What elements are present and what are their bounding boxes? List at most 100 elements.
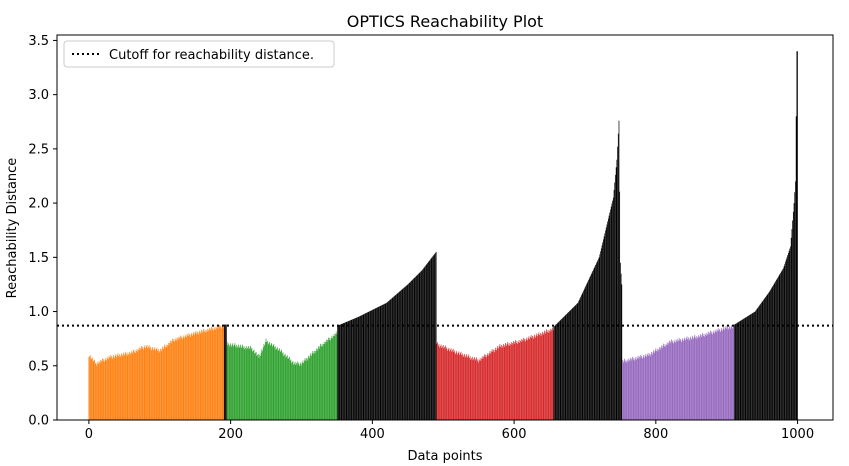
bar [694, 335, 696, 420]
bar [719, 329, 720, 420]
bar [369, 311, 370, 420]
bar [425, 264, 427, 420]
bar [634, 360, 635, 420]
bar [724, 327, 726, 420]
bar [639, 354, 641, 420]
bar [741, 320, 742, 420]
bar [408, 283, 410, 420]
bar [676, 338, 678, 420]
bar [500, 346, 501, 420]
bar [672, 340, 674, 420]
bar [389, 299, 391, 420]
bar [596, 261, 598, 420]
bar [758, 305, 760, 420]
bar [332, 338, 334, 420]
bar [330, 338, 332, 420]
bar [770, 288, 772, 420]
bar [123, 352, 124, 420]
bar [351, 319, 353, 420]
bar [110, 357, 112, 420]
bar [157, 349, 159, 420]
bar [166, 347, 168, 420]
bar [281, 349, 283, 420]
bar [128, 351, 130, 420]
bar [345, 322, 347, 420]
bar [508, 344, 509, 420]
bar [644, 355, 646, 420]
bar [685, 340, 686, 420]
bar [679, 340, 681, 420]
bar [659, 347, 660, 420]
bar [790, 237, 792, 420]
bar [778, 275, 780, 420]
bar [684, 337, 686, 420]
bar [675, 342, 677, 420]
bar [218, 326, 219, 420]
bar [263, 343, 265, 420]
bar [342, 323, 343, 420]
bar [512, 343, 514, 420]
bar [577, 302, 579, 420]
bar [335, 333, 336, 420]
bar [452, 350, 453, 420]
x-tick-label: 200 [218, 427, 243, 442]
bar [255, 352, 256, 420]
bar [488, 353, 490, 420]
bar [301, 362, 303, 420]
bar [462, 353, 463, 420]
bar [625, 359, 627, 420]
bar [727, 329, 729, 420]
bar [558, 321, 560, 420]
bar [384, 303, 385, 420]
bar [417, 274, 419, 420]
bar [210, 328, 212, 420]
bar [108, 359, 110, 420]
bar [243, 346, 245, 420]
bar [159, 351, 161, 420]
bar [484, 356, 486, 420]
bar [270, 344, 272, 420]
bar [93, 360, 95, 420]
bar [372, 309, 373, 420]
bar [622, 362, 624, 420]
bar [526, 337, 528, 420]
bar [720, 329, 722, 420]
bar [230, 346, 232, 420]
bar [527, 338, 529, 420]
bar [252, 350, 254, 420]
bar [418, 273, 420, 420]
bar [325, 341, 326, 420]
bar [111, 358, 113, 420]
bar [313, 353, 314, 420]
bar [435, 251, 437, 420]
bar [739, 321, 740, 420]
bar [238, 344, 239, 420]
bar [386, 302, 387, 420]
bar [734, 324, 735, 420]
bar [424, 266, 426, 420]
bar [609, 212, 611, 420]
bar [230, 343, 231, 420]
bar [276, 348, 278, 420]
bar [503, 344, 504, 420]
bar [603, 236, 605, 420]
bar [396, 294, 397, 420]
bar [619, 191, 621, 420]
bar [225, 324, 227, 420]
bar [664, 344, 666, 420]
bar [383, 304, 385, 420]
bar [185, 334, 187, 420]
bar [688, 340, 690, 420]
bar [673, 341, 675, 420]
bar [447, 349, 449, 420]
bar [747, 316, 749, 420]
bar [350, 320, 351, 420]
bar [209, 327, 210, 420]
bar [129, 354, 131, 420]
bar [556, 323, 558, 420]
bar [629, 357, 631, 420]
bar [587, 281, 589, 420]
bar [509, 345, 511, 420]
bar [536, 333, 538, 420]
bar [748, 315, 750, 420]
